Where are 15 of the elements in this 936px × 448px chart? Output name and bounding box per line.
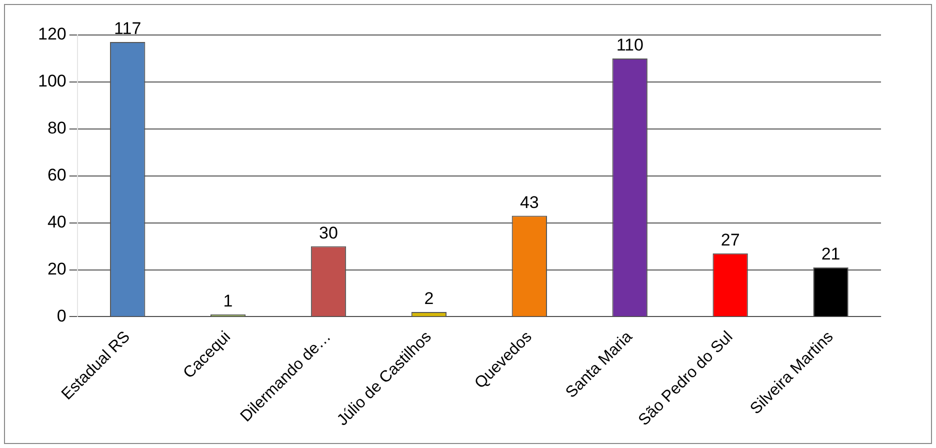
y-tick-label: 20 (47, 259, 66, 278)
y-tick-label: 0 (56, 306, 66, 326)
y-tick-label: 40 (47, 212, 66, 232)
y-tick-label: 100 (38, 72, 66, 91)
data-label: 110 (616, 36, 644, 55)
data-label: 1 (223, 292, 233, 311)
data-label: 27 (720, 230, 740, 250)
y-tick-label: 120 (38, 24, 66, 44)
y-tick-label: 80 (47, 118, 66, 138)
data-label: 43 (520, 192, 539, 212)
data-label: 117 (114, 19, 142, 38)
data-label: 30 (319, 223, 338, 242)
data-label: 21 (821, 244, 840, 264)
data-label: 2 (424, 289, 434, 308)
y-tick-label: 60 (47, 166, 66, 185)
